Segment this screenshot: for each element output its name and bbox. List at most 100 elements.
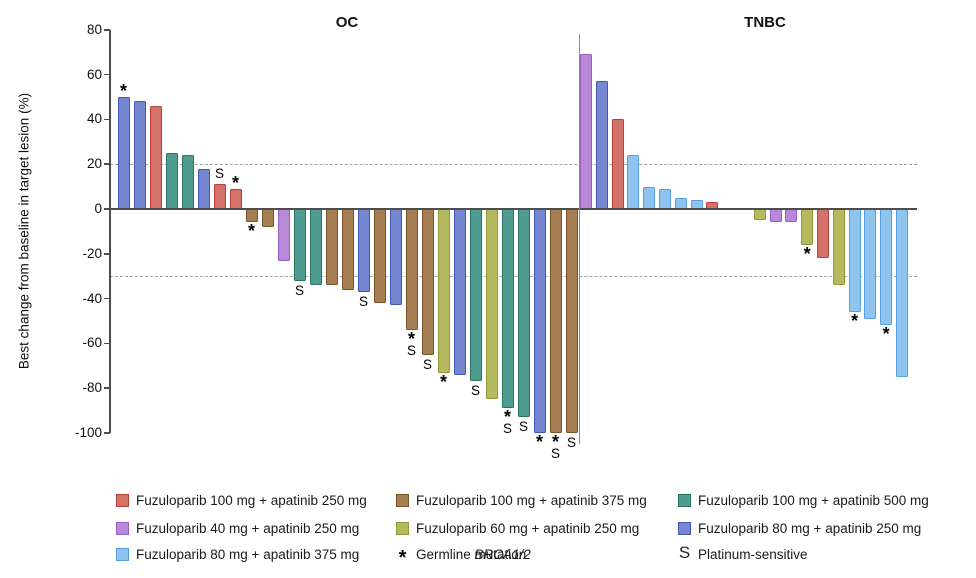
bar-brown <box>549 209 562 433</box>
y-tick-label: -40 <box>82 290 102 306</box>
platinum-s: S <box>214 166 225 182</box>
legend-swatch-teal <box>678 493 691 507</box>
brca-asterisk: * <box>535 432 544 452</box>
legend-label: Platinum-sensitive <box>698 546 808 562</box>
y-axis-tick <box>104 118 110 121</box>
legend-swatch-slateblue <box>678 521 691 535</box>
panel-divider <box>578 34 580 444</box>
panel-title-tnbc: TNBC <box>744 14 786 31</box>
bar-purple <box>769 209 782 223</box>
y-axis-line <box>109 30 111 433</box>
legend-swatch-purple <box>116 521 129 535</box>
brca-asterisk: * <box>503 407 512 428</box>
bar-brown <box>245 209 258 223</box>
bar-slateblue <box>533 209 546 433</box>
y-tick-label: -60 <box>82 335 102 351</box>
bar-slateblue <box>197 168 210 209</box>
y-tick-label: 20 <box>86 156 102 172</box>
plot-area: 80 60 40 20 0 -20 -40 -60 -80 -100 * S * * S S * S S * S * S S *… <box>74 22 917 461</box>
legend-item: Fuzuloparib 80 mg + apatinib 375 mg <box>116 546 359 562</box>
legend-swatch-lightblue <box>116 547 129 561</box>
y-axis-tick <box>104 432 110 434</box>
brca-asterisk: * <box>407 328 416 349</box>
platinum-s: S <box>518 419 529 435</box>
y-tick-label: -20 <box>82 245 102 261</box>
platinum-s: S <box>566 435 577 450</box>
bar-yellowgreen <box>801 209 814 245</box>
panel-title-oc: OC <box>335 14 359 31</box>
bar-slateblue <box>117 97 130 209</box>
brca-asterisk: * <box>439 371 448 392</box>
asterisk-symbol: * <box>398 546 407 569</box>
y-axis-tick <box>104 297 110 300</box>
legend-label: Fuzuloparib 40 mg + apatinib 250 mg <box>136 520 360 536</box>
bar-slateblue <box>389 209 402 306</box>
platinum-s: S <box>406 342 417 358</box>
brca-asterisk: * <box>803 243 811 264</box>
reference-line <box>110 163 917 165</box>
brca-asterisk: * <box>551 432 560 452</box>
platinum-s: S <box>422 356 433 372</box>
bar-brown <box>373 209 386 304</box>
brca-asterisk: * <box>231 172 240 193</box>
bar-lightblue <box>848 209 861 313</box>
platinum-s: S <box>470 383 481 399</box>
reference-line <box>110 275 917 277</box>
y-axis-tick <box>104 387 110 389</box>
y-axis-tick <box>104 342 110 345</box>
platinum-s: S <box>502 421 513 437</box>
bar-slateblue <box>595 81 608 209</box>
y-tick-label: 0 <box>94 201 102 216</box>
bar-lightblue <box>627 155 640 209</box>
legend-label: Fuzuloparib 80 mg + apatinib 375 mg <box>136 546 360 562</box>
bar-purple <box>785 209 798 223</box>
bar-brown <box>421 209 434 355</box>
y-axis-tick <box>104 73 110 76</box>
bar-teal <box>181 155 194 209</box>
y-axis-tick <box>104 29 110 31</box>
y-tick-label: 40 <box>86 111 102 127</box>
bar-brown <box>405 209 418 330</box>
legend-item: Fuzuloparib 100 mg + apatinib 500 mg <box>678 492 929 508</box>
bar-teal <box>165 153 178 209</box>
legend-label: Fuzuloparib 100 mg + apatinib 250 mg <box>136 492 367 508</box>
bar-lightblue <box>880 209 893 326</box>
bar-brown <box>261 209 274 227</box>
legend-label: Fuzuloparib 100 mg + apatinib 375 mg <box>416 492 647 508</box>
bar-yellowgreen <box>832 209 845 286</box>
brca-asterisk: * <box>851 311 859 332</box>
legend-item: Fuzuloparib 100 mg + apatinib 250 mg <box>116 492 367 508</box>
brca-asterisk: * <box>247 221 256 242</box>
bar-teal <box>309 209 322 286</box>
bar-slateblue <box>133 101 146 209</box>
y-axis-tick <box>104 253 110 255</box>
legend-label: Fuzuloparib 80 mg + apatinib 250 mg <box>698 520 922 536</box>
bar-brown <box>341 209 354 290</box>
bar-yellowgreen <box>437 209 450 373</box>
y-axis-tick <box>104 208 110 210</box>
platinum-s: S <box>550 446 561 461</box>
legend-item: Fuzuloparib 60 mg + apatinib 250 mg <box>396 520 639 536</box>
legend: Fuzuloparib 100 mg + apatinib 250 mg Fuzu… <box>0 480 976 570</box>
bar-yellowgreen <box>485 209 498 400</box>
bar-red <box>817 209 829 259</box>
bar-red <box>611 119 624 209</box>
legend-swatch-yellowgreen <box>396 521 409 535</box>
bar-brown <box>565 209 578 433</box>
bar-red <box>213 184 226 209</box>
bar-teal <box>469 209 482 382</box>
brca-asterisk: * <box>882 324 890 345</box>
bar-purple <box>277 209 290 261</box>
legend-label: Germline BRCA1/2 mutation <box>416 546 531 562</box>
y-tick-label: 60 <box>86 66 102 82</box>
bar-yellowgreen <box>753 209 766 221</box>
bar-purple <box>580 54 592 209</box>
legend-label: Fuzuloparib 60 mg + apatinib 250 mg <box>416 520 640 536</box>
y-tick-label: -100 <box>74 425 102 440</box>
legend-swatch-brown <box>396 493 409 507</box>
legend-item: Fuzuloparib 100 mg + apatinib 375 mg <box>396 492 647 508</box>
legend-item: Fuzuloparib 40 mg + apatinib 250 mg <box>116 520 359 536</box>
bar-brown <box>325 209 338 286</box>
y-axis-tick <box>104 163 110 165</box>
bar-teal <box>517 209 530 418</box>
